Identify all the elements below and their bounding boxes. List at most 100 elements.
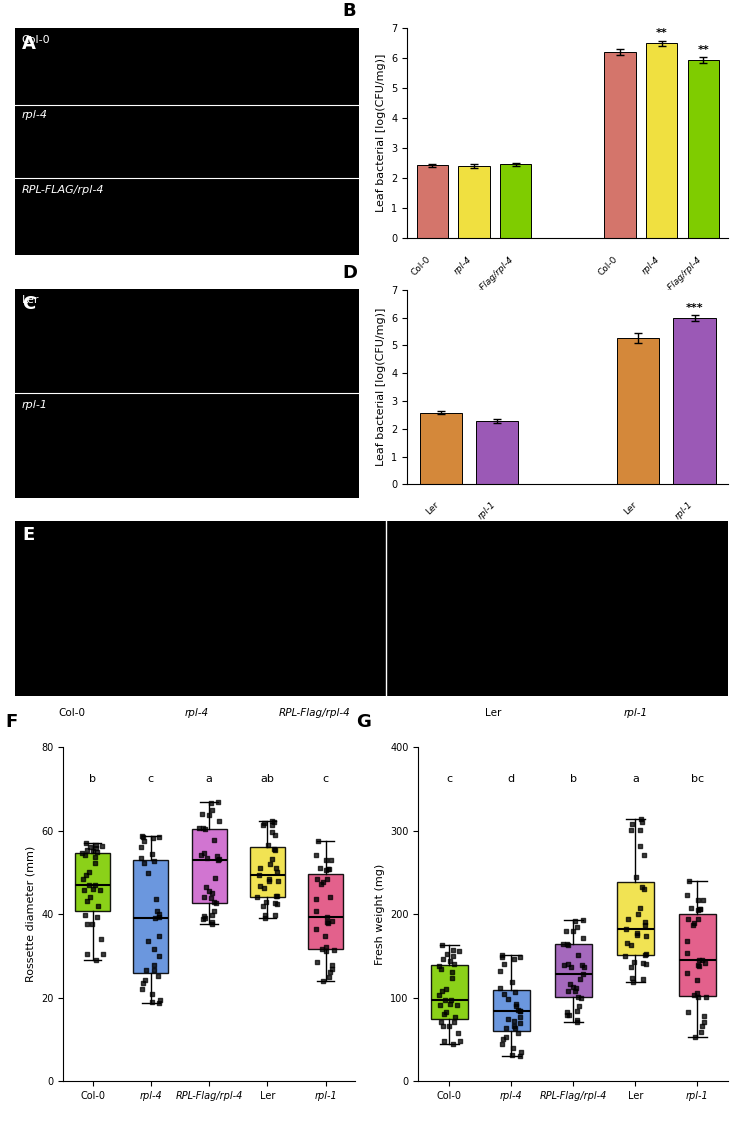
Point <box>514 1009 526 1027</box>
Point <box>514 947 526 966</box>
Point <box>636 813 648 831</box>
Point <box>153 994 165 1012</box>
Point <box>447 946 459 964</box>
Text: c: c <box>446 774 453 783</box>
Point <box>96 837 108 855</box>
Text: ab: ab <box>261 774 274 783</box>
Point <box>149 852 161 871</box>
Point <box>79 907 91 925</box>
Bar <box>673 318 716 484</box>
Point <box>567 923 579 941</box>
Point <box>268 840 280 858</box>
Y-axis label: Leaf bacterial [log(CFU/mg)]: Leaf bacterial [log(CFU/mg)] <box>376 308 385 466</box>
Point <box>578 958 590 976</box>
PathPatch shape <box>555 944 592 997</box>
Text: rpl-1: rpl-1 <box>673 500 695 521</box>
Text: RPL-FLAG/rpl-4: RPL-FLAG/rpl-4 <box>22 185 105 195</box>
Point <box>208 902 220 920</box>
Point <box>268 813 280 831</box>
Point <box>437 950 449 968</box>
Text: Ler: Ler <box>22 295 40 305</box>
Point <box>270 887 282 906</box>
Point <box>269 906 281 924</box>
Point <box>84 838 96 856</box>
Point <box>213 813 225 831</box>
Point <box>440 980 452 998</box>
Text: Col-0: Col-0 <box>597 255 620 277</box>
Text: Col-0: Col-0 <box>58 708 85 718</box>
Text: RPL-Flag/rpl-4: RPL-Flag/rpl-4 <box>465 255 515 305</box>
Point <box>259 909 271 927</box>
Point <box>627 953 639 971</box>
Point <box>91 908 103 926</box>
Text: E: E <box>22 526 34 544</box>
Point <box>258 906 270 924</box>
Point <box>148 961 160 979</box>
Point <box>689 1028 701 1046</box>
Point <box>436 1012 447 1030</box>
Text: B: B <box>343 2 356 19</box>
Point <box>326 911 338 929</box>
Point <box>211 847 223 865</box>
Point <box>625 935 637 953</box>
Point <box>509 1012 521 1030</box>
Point <box>211 894 223 912</box>
Point <box>153 908 165 926</box>
Point <box>639 916 651 934</box>
Text: rpl-4: rpl-4 <box>22 110 48 120</box>
Point <box>500 1019 512 1037</box>
Point <box>620 919 632 937</box>
Point <box>568 978 580 996</box>
Point <box>502 989 514 1007</box>
Point <box>500 1028 512 1046</box>
Point <box>270 859 282 877</box>
Point <box>137 974 149 992</box>
Point <box>447 942 459 960</box>
Point <box>317 971 329 989</box>
Point <box>574 970 586 988</box>
Point <box>509 984 521 1002</box>
Point <box>571 1011 583 1029</box>
Point <box>140 971 152 989</box>
Point <box>323 860 335 878</box>
Point <box>502 1010 514 1028</box>
Point <box>196 805 208 823</box>
Point <box>193 820 205 838</box>
Text: A: A <box>22 35 36 53</box>
Point <box>441 944 453 962</box>
Point <box>206 800 218 818</box>
Point <box>137 827 149 846</box>
Point <box>199 820 211 838</box>
Point <box>270 841 282 859</box>
Point <box>688 914 700 932</box>
Point <box>196 818 208 837</box>
Point <box>560 921 572 940</box>
Text: F: F <box>5 713 17 731</box>
Point <box>496 1035 508 1053</box>
Point <box>90 848 102 866</box>
Point <box>79 846 91 864</box>
Point <box>209 869 221 887</box>
Point <box>326 851 338 869</box>
Point <box>90 854 102 872</box>
Point <box>692 901 704 919</box>
Point <box>506 1039 518 1057</box>
Point <box>508 1017 520 1035</box>
Point <box>198 907 210 925</box>
Point <box>198 844 210 863</box>
Text: d: d <box>508 774 515 783</box>
Point <box>137 980 149 998</box>
Point <box>577 911 589 929</box>
Text: Ler: Ler <box>424 500 441 516</box>
Point <box>89 876 101 894</box>
Point <box>212 794 224 812</box>
Point <box>619 947 630 966</box>
Text: rpl-4: rpl-4 <box>453 255 474 276</box>
Point <box>76 844 88 863</box>
Point <box>438 1005 450 1023</box>
Point <box>146 846 158 864</box>
Text: Col-0: Col-0 <box>409 255 433 277</box>
Point <box>154 990 166 1009</box>
Point <box>433 958 444 976</box>
Point <box>515 1044 527 1062</box>
